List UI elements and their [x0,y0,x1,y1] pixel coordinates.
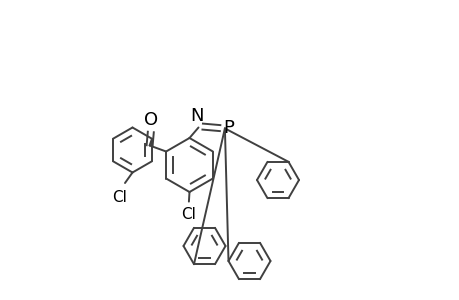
Text: Cl: Cl [112,190,127,206]
Text: O: O [144,111,157,129]
Text: P: P [223,119,234,137]
Text: N: N [190,107,204,125]
Text: Cl: Cl [181,207,196,222]
